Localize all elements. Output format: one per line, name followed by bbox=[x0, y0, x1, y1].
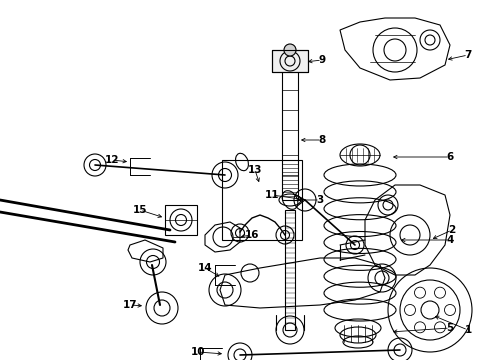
Text: 9: 9 bbox=[318, 55, 325, 65]
Text: 4: 4 bbox=[446, 235, 454, 245]
Text: 10: 10 bbox=[191, 347, 205, 357]
Bar bbox=[282, 70, 298, 200]
Bar bbox=[272, 50, 308, 72]
Text: 11: 11 bbox=[265, 190, 279, 200]
Text: 17: 17 bbox=[122, 300, 137, 310]
Bar bbox=[222, 160, 302, 240]
Circle shape bbox=[284, 44, 296, 56]
Text: 16: 16 bbox=[245, 230, 259, 240]
Text: 8: 8 bbox=[318, 135, 326, 145]
Text: 6: 6 bbox=[446, 152, 454, 162]
Bar bbox=[272, 50, 308, 72]
Text: 1: 1 bbox=[465, 325, 471, 335]
Text: 12: 12 bbox=[105, 155, 119, 165]
Text: 15: 15 bbox=[133, 205, 147, 215]
Text: 2: 2 bbox=[448, 225, 456, 235]
Text: 14: 14 bbox=[197, 263, 212, 273]
Text: 13: 13 bbox=[248, 165, 262, 175]
Text: 3: 3 bbox=[317, 195, 323, 205]
Text: 7: 7 bbox=[465, 50, 472, 60]
Bar bbox=[285, 210, 295, 330]
Text: 5: 5 bbox=[446, 323, 454, 333]
Bar bbox=[165, 205, 197, 235]
